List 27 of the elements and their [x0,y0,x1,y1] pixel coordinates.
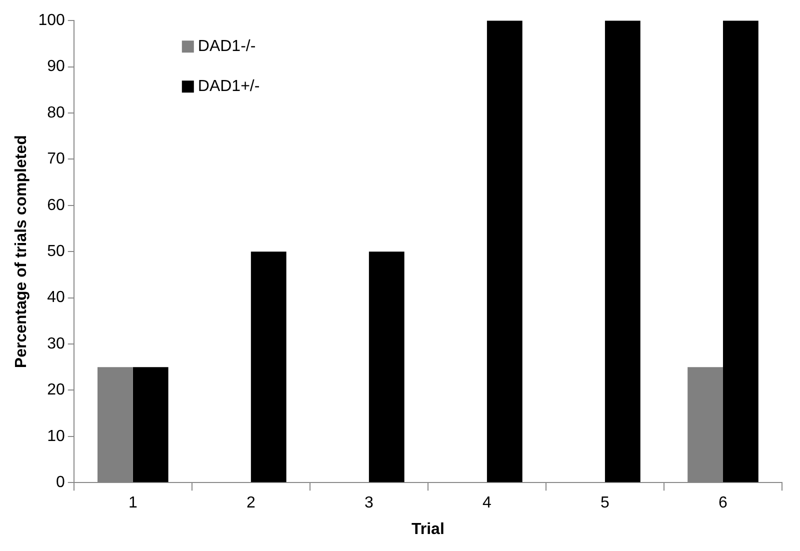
x-axis-title: Trial [411,520,444,538]
y-tick-label: 0 [56,474,65,492]
x-tick-label: 1 [128,494,138,512]
bar [250,252,286,482]
x-tick-label: 2 [246,494,256,512]
y-tick-label: 40 [47,289,65,306]
bar [604,20,640,482]
x-tick-label: 6 [718,494,728,512]
y-tick-label: 100 [38,12,65,30]
legend-label: DAD1+/- [198,78,260,96]
y-axis-title: Percentage of trials completed [13,135,30,368]
y-tick-label: 60 [47,196,65,214]
bar [486,20,522,482]
y-tick-label: 30 [47,335,65,352]
x-tick-label: 3 [364,494,374,512]
y-tick-label: 70 [47,150,65,168]
bar [132,367,168,482]
y-tick-label: 90 [47,58,65,76]
legend-label: DAD1-/- [198,38,256,56]
y-tick-label: 20 [47,382,65,399]
y-tick-label: 10 [47,428,65,445]
y-tick-label: 80 [47,104,65,122]
y-tick-label: 50 [47,243,65,260]
x-tick-label: 5 [600,494,610,512]
x-tick-label: 4 [482,494,492,512]
bar [368,252,404,482]
bar [722,20,758,482]
